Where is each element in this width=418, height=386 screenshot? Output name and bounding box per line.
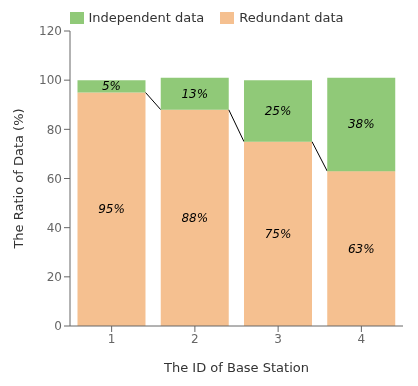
svg-text:13%: 13% bbox=[181, 87, 208, 101]
svg-text:60: 60 bbox=[47, 172, 62, 186]
svg-text:5%: 5% bbox=[102, 79, 121, 93]
svg-text:1: 1 bbox=[108, 332, 116, 346]
svg-text:120: 120 bbox=[39, 24, 62, 38]
svg-text:25%: 25% bbox=[265, 104, 292, 118]
svg-text:38%: 38% bbox=[348, 117, 375, 131]
svg-text:100: 100 bbox=[39, 73, 62, 87]
html-text:Redundant data: Redundant data bbox=[239, 10, 344, 25]
svg-text:80: 80 bbox=[47, 123, 62, 137]
html-text:Independent data: Independent data bbox=[88, 10, 205, 25]
svg-text:88%: 88% bbox=[181, 211, 208, 225]
svg-text:0: 0 bbox=[54, 319, 62, 333]
svg-text:2: 2 bbox=[191, 332, 199, 346]
svg-text:The Ratio of Data (%): The Ratio of Data (%) bbox=[11, 108, 26, 249]
svg-text:The ID of Base Station: The ID of Base Station bbox=[163, 360, 309, 375]
svg-text:4: 4 bbox=[358, 332, 366, 346]
svg-text:40: 40 bbox=[47, 221, 62, 235]
svg-text:3: 3 bbox=[274, 332, 282, 346]
svg-text:63%: 63% bbox=[348, 242, 375, 256]
svg-text:75%: 75% bbox=[265, 227, 292, 241]
svg-text:95%: 95% bbox=[98, 202, 125, 216]
svg-text:20: 20 bbox=[47, 270, 62, 284]
